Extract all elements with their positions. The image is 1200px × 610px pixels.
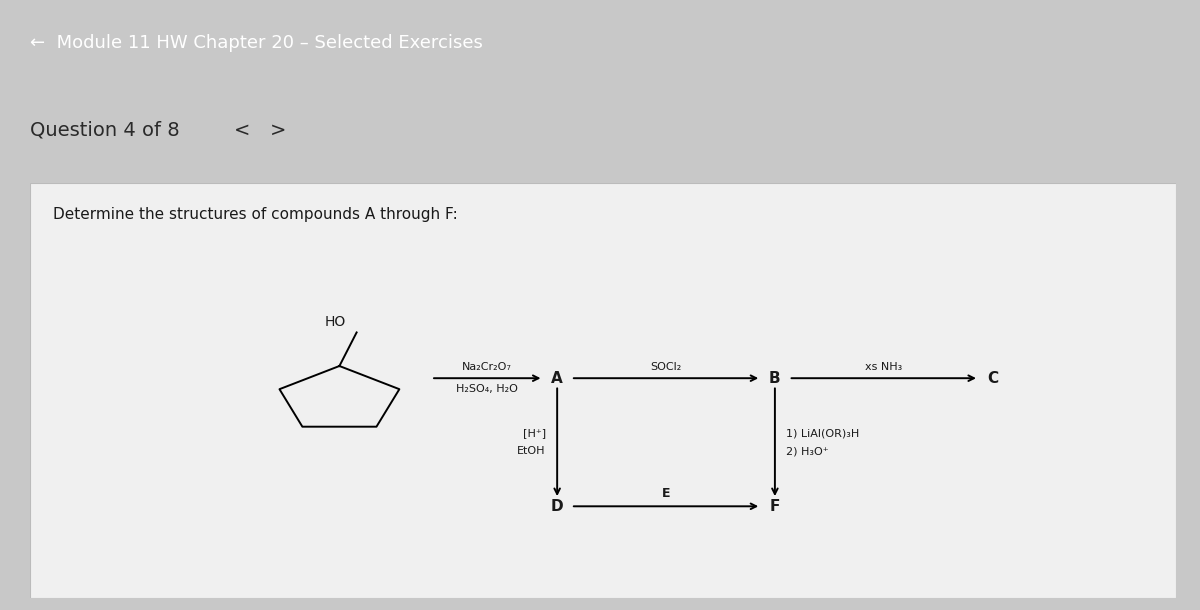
Text: 2) H₃O⁺: 2) H₃O⁺ bbox=[786, 447, 829, 456]
Text: Determine the structures of compounds A through F:: Determine the structures of compounds A … bbox=[53, 207, 457, 223]
Text: C: C bbox=[988, 371, 998, 386]
Text: ←  Module 11 HW Chapter 20 – Selected Exercises: ← Module 11 HW Chapter 20 – Selected Exe… bbox=[30, 35, 482, 52]
Text: 1) LiAl(OR)₃H: 1) LiAl(OR)₃H bbox=[786, 428, 859, 438]
Text: A: A bbox=[551, 371, 563, 386]
Text: [H⁺]: [H⁺] bbox=[522, 428, 546, 438]
Text: EtOH: EtOH bbox=[517, 447, 546, 456]
Text: H₂SO₄, H₂O: H₂SO₄, H₂O bbox=[456, 384, 518, 394]
Text: <: < bbox=[234, 121, 251, 140]
Text: >: > bbox=[270, 121, 287, 140]
Text: E: E bbox=[661, 487, 671, 500]
Text: D: D bbox=[551, 499, 564, 514]
Text: xs NH₃: xs NH₃ bbox=[865, 362, 902, 372]
Text: B: B bbox=[769, 371, 781, 386]
Text: Na₂Cr₂O₇: Na₂Cr₂O₇ bbox=[462, 362, 512, 372]
Text: F: F bbox=[769, 499, 780, 514]
Text: HO: HO bbox=[324, 315, 346, 329]
Text: SOCl₂: SOCl₂ bbox=[650, 362, 682, 372]
FancyBboxPatch shape bbox=[30, 183, 1176, 598]
Text: Question 4 of 8: Question 4 of 8 bbox=[30, 121, 180, 140]
